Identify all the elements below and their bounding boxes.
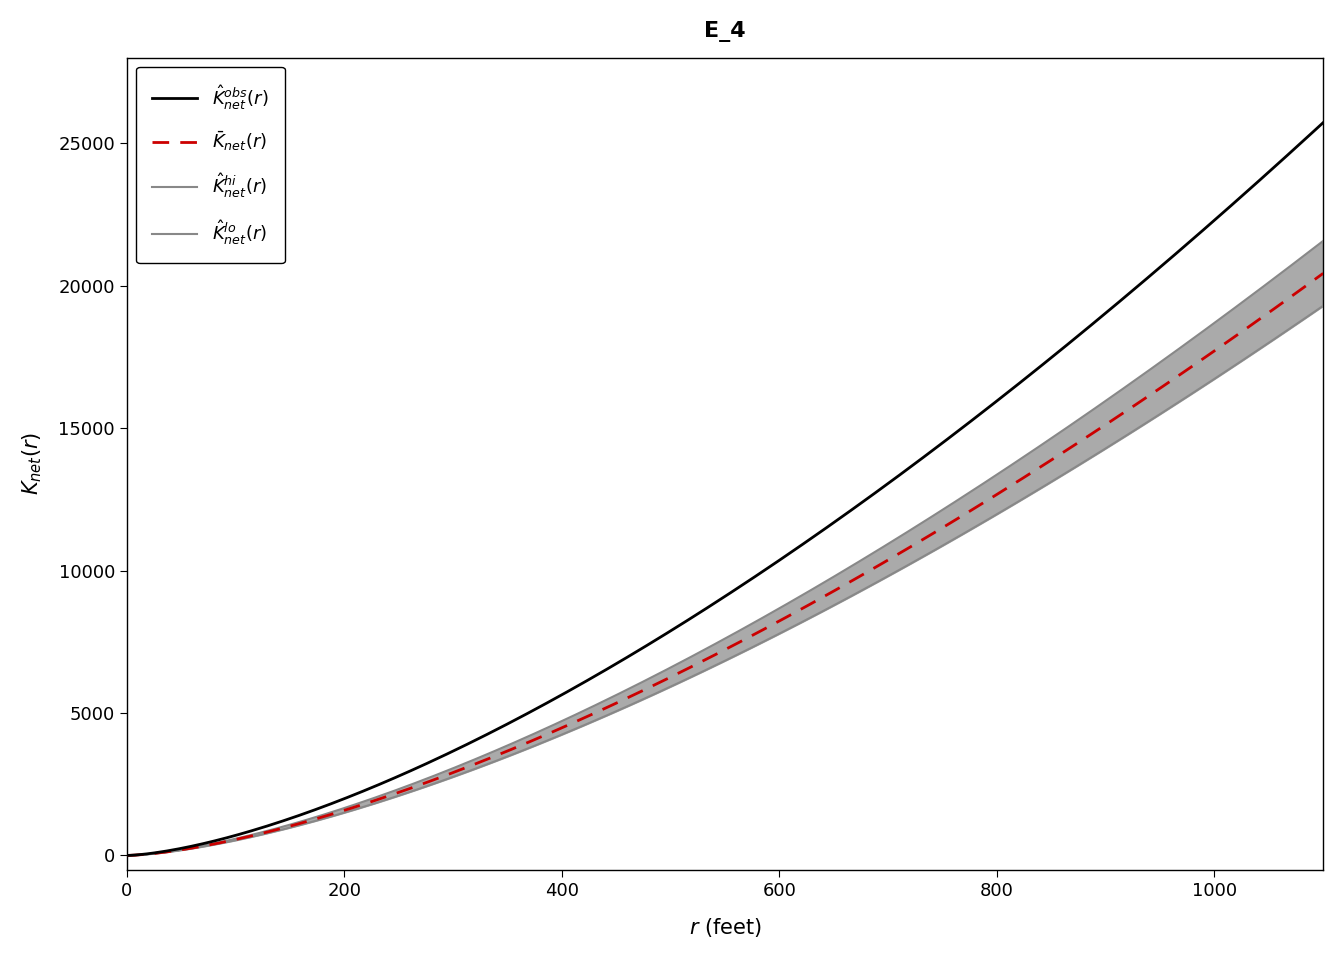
X-axis label: $r$ (feet): $r$ (feet) <box>688 916 762 939</box>
Legend: $\hat{K}^{obs}_{net}(r)$, $\bar{K}_{net}(r)$, $\hat{K}^{hi}_{net}(r)$, $\hat{K}^: $\hat{K}^{obs}_{net}(r)$, $\bar{K}_{net}… <box>136 66 285 263</box>
Y-axis label: $K_{net}(r)$: $K_{net}(r)$ <box>22 432 44 495</box>
Title: E_4: E_4 <box>704 21 746 42</box>
